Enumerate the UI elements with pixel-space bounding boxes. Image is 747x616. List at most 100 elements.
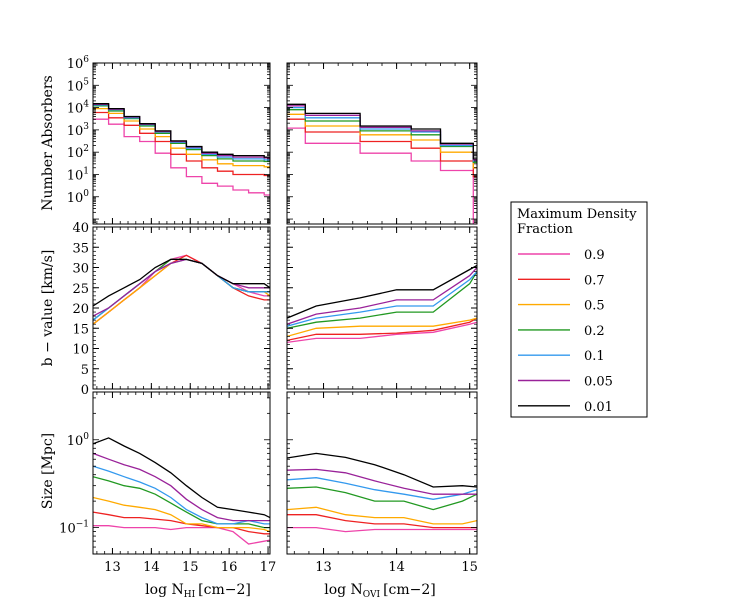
series-line-0p9	[93, 118, 270, 196]
y-tick-label: 10	[72, 343, 89, 358]
legend-label-0p9: 0.9	[584, 248, 605, 263]
series-line-0p9	[287, 526, 477, 533]
xlabel-hi: log NHI [cm−2]	[145, 582, 251, 600]
ylabel-b-value: b − value [km/s]	[40, 250, 56, 367]
y-tick-label: 102	[67, 144, 89, 161]
plot-area	[93, 437, 270, 545]
series-line-0p01	[93, 437, 270, 519]
y-tick-base: 10	[67, 146, 84, 161]
ylabel-number-absorbers: Number Absorbers	[40, 75, 56, 210]
y-tick-label: 15	[72, 322, 89, 337]
y-tick-base: 10	[67, 191, 84, 206]
x-tick-label: 16	[221, 560, 238, 575]
series-line-0p5	[287, 317, 477, 338]
legend: Maximum Density Fraction 0.9 0.7 0.5 0.2 0.1…	[510, 201, 648, 418]
series-line-0p01	[287, 264, 477, 319]
series-line-0p05	[287, 468, 477, 495]
series-line-0p2	[93, 476, 270, 529]
series-line-0p05	[287, 267, 477, 325]
y-tick-label: 100	[67, 189, 90, 206]
panel-size-ovi: 13 14 15	[286, 391, 478, 575]
y-tick-label: 100	[67, 432, 90, 449]
legend-title-line2: Fraction	[517, 222, 573, 237]
x-tick-label: 17	[260, 560, 277, 575]
y-tick-base: 10	[59, 522, 76, 537]
y-tick-exp: 6	[83, 55, 89, 65]
y-tick-label: 40	[72, 221, 89, 236]
y-tick-label: 104	[67, 100, 90, 117]
y-tick-label: 25	[72, 282, 89, 297]
series-line-0p2	[287, 271, 477, 329]
plot-area	[93, 254, 270, 325]
plot-area	[287, 264, 477, 344]
xlabel-hi-unit: [cm−2]	[198, 582, 251, 598]
series-line-0p01	[287, 452, 477, 488]
y-tick-exp: 1	[83, 166, 89, 176]
y-tick-label: 5	[81, 363, 89, 378]
series-line-0p7	[287, 514, 477, 529]
y-tick-label: 103	[67, 122, 90, 139]
series-line-0p9	[287, 127, 477, 224]
y-tick-exp: 0	[83, 432, 89, 442]
legend-label-0p01: 0.01	[584, 400, 613, 415]
series-line-0p9	[93, 525, 270, 545]
plot-area	[287, 452, 477, 533]
x-tick-label: 15	[461, 560, 478, 575]
series-line-0p7	[93, 511, 270, 535]
x-tick-label: 13	[104, 560, 121, 575]
y-tick-label: 0	[81, 383, 89, 398]
panel-frame	[92, 62, 271, 225]
series-line-0p05	[93, 258, 270, 317]
xlabel-ovi-unit: [cm−2]	[383, 582, 436, 598]
x-tick-label: 14	[143, 560, 160, 575]
y-tick-base: 10	[67, 79, 84, 94]
series-line-0p05	[93, 103, 270, 159]
y-tick-exp: 3	[83, 122, 89, 132]
legend-label-0p05: 0.05	[584, 375, 613, 390]
panel-frame	[92, 391, 271, 555]
y-tick-exp: 2	[83, 144, 89, 154]
xlabel-hi-sub: HI	[184, 590, 196, 600]
y-tick-base: 10	[67, 124, 84, 139]
series-line-0p01	[93, 258, 270, 307]
x-tick-label: 14	[388, 560, 405, 575]
y-tick-exp: −1	[76, 520, 89, 530]
legend-entries: 0.9 0.7 0.5 0.2 0.1 0.05 0.01	[518, 248, 613, 415]
series-line-0p5	[93, 496, 270, 533]
y-tick-label: 105	[67, 77, 90, 94]
y-tick-base: 10	[67, 102, 84, 117]
y-tick-label: 30	[72, 262, 89, 277]
ylabel-size: Size [Mpc]	[40, 433, 56, 509]
x-tick-label: 13	[315, 560, 332, 575]
series-line-0p5	[287, 506, 477, 525]
plot-area	[93, 103, 270, 196]
panel-frame	[92, 226, 271, 390]
plot-area	[287, 103, 477, 224]
y-tick-exp: 5	[83, 77, 89, 87]
legend-label-0p2: 0.2	[584, 324, 605, 339]
xlabel-ovi: log NOVI [cm−2]	[324, 582, 436, 600]
legend-title-line1: Maximum Density	[517, 207, 637, 222]
x-tick-label: 15	[182, 560, 199, 575]
series-line-0p1	[287, 477, 477, 500]
y-tick-exp: 0	[83, 189, 89, 199]
series-line-0p05	[93, 452, 270, 522]
y-tick-label: 10−1	[59, 520, 89, 537]
y-tick-base: 10	[67, 434, 84, 449]
y-tick-label: 101	[67, 166, 89, 183]
series-line-0p9	[287, 321, 477, 344]
xlabel-hi-main: log N	[145, 582, 184, 598]
y-tick-label: 106	[67, 55, 90, 72]
xlabel-ovi-sub: OVI	[363, 590, 381, 600]
y-tick-exp: 4	[83, 100, 89, 110]
y-tick-base: 10	[67, 168, 84, 183]
y-tick-base: 10	[67, 57, 84, 72]
panel-b-value-hi: 0 5 10 15 20 25 30 35 40	[72, 221, 271, 398]
legend-label-0p5: 0.5	[584, 299, 605, 314]
series-line-0p7	[287, 317, 477, 342]
y-tick-label: 35	[72, 241, 89, 256]
y-tick-label: 20	[72, 302, 89, 317]
